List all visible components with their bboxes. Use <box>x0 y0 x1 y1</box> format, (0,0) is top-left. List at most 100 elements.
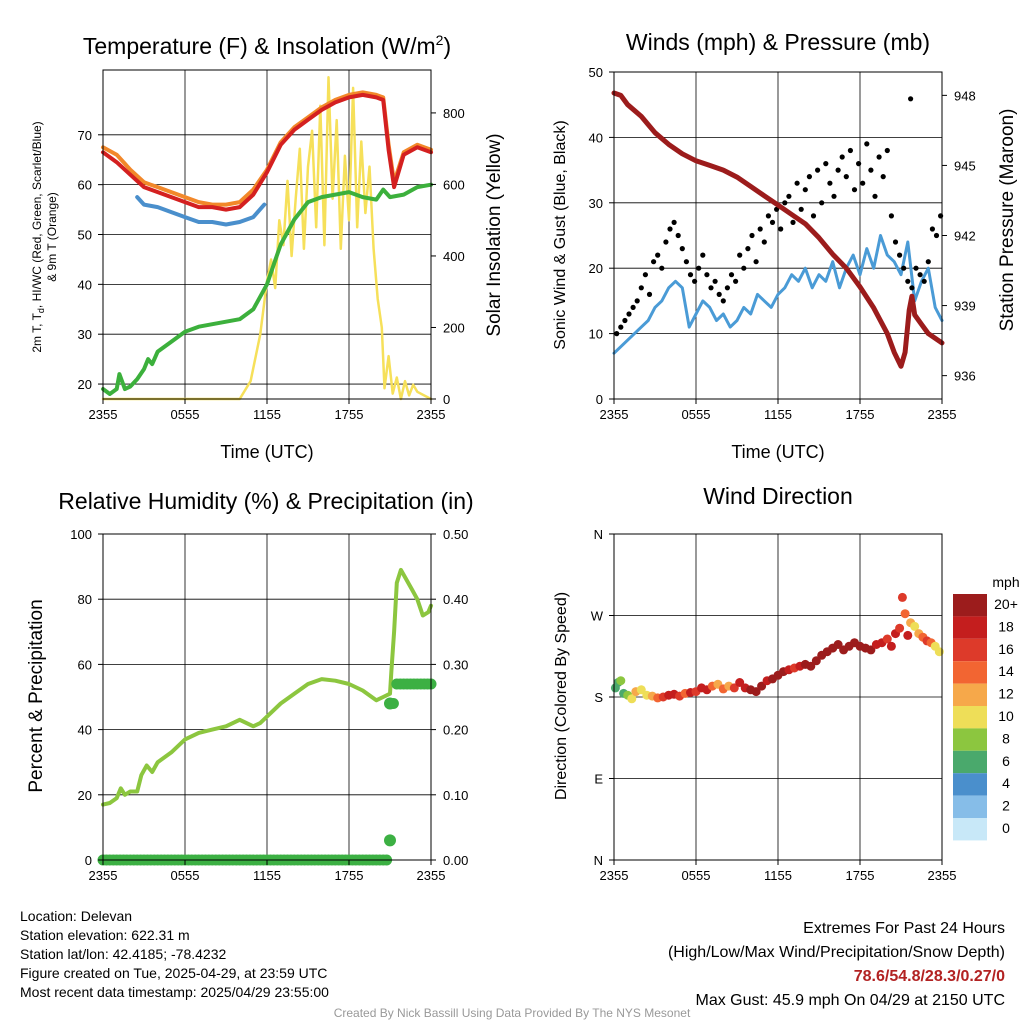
direction-point <box>806 661 816 671</box>
direction-point <box>910 621 920 631</box>
gust-point <box>618 324 624 330</box>
gust-point <box>913 265 919 271</box>
latlon-text: Station lat/lon: 42.4185; -78.4232 <box>20 946 227 962</box>
legend-label: 10 <box>998 708 1014 724</box>
gust-point <box>638 285 644 291</box>
y-tick-label: 60 <box>78 178 92 193</box>
recent-data-text: Most recent data timestamp: 2025/04/29 2… <box>20 984 329 1000</box>
gust-point <box>851 187 858 193</box>
plot-frame <box>613 71 943 400</box>
direction-point <box>866 645 876 655</box>
gust-point <box>761 239 767 245</box>
gust-point <box>806 174 813 180</box>
gust-point <box>925 259 931 265</box>
direction-point <box>627 694 637 704</box>
legend-swatch <box>953 706 987 729</box>
y-axis-label-left: Percent & Precipitation <box>26 599 47 792</box>
y-right-tick-label: 948 <box>954 88 976 103</box>
legend-label: 16 <box>998 641 1014 657</box>
legend-label: 2 <box>1002 798 1010 814</box>
gust-point <box>909 285 915 291</box>
panel-title: Relative Humidity (%) & Precipitation (i… <box>58 488 473 514</box>
gust-point <box>786 193 792 199</box>
x-tick-label: 0555 <box>682 407 711 422</box>
gust-point <box>831 193 837 199</box>
gust-point <box>667 226 673 232</box>
y-right-tick-label: 0.50 <box>443 527 468 542</box>
gust-point <box>782 200 788 206</box>
gust-point <box>728 272 735 278</box>
direction-point <box>833 640 843 649</box>
gust-point <box>868 167 874 173</box>
y-tick-label: 40 <box>589 130 603 145</box>
gust-point <box>880 174 886 180</box>
legend-swatch <box>953 594 987 617</box>
y-tick-label: 20 <box>78 788 92 803</box>
y-right-tick-label: 0 <box>443 392 450 407</box>
gust-point <box>634 298 640 304</box>
y-tick-label: 30 <box>78 327 92 342</box>
gust-point <box>872 193 878 199</box>
direction-points <box>610 592 944 704</box>
dewpoint-line <box>101 182 433 396</box>
y-tick-label: 20 <box>589 261 603 276</box>
y-tick-label: 50 <box>78 228 92 243</box>
solar-insolation-line <box>101 75 433 401</box>
gust-point <box>823 161 829 167</box>
legend-label: 0 <box>1002 820 1010 836</box>
y-tick-label: 30 <box>589 196 603 211</box>
created-text: Figure created on Tue, 2025-04-29, at 23… <box>20 965 328 981</box>
gust-point <box>835 167 841 173</box>
y-right-tick-label: 945 <box>954 158 976 173</box>
precip-point <box>384 697 396 710</box>
gust-point <box>798 206 804 212</box>
extremes-info: Extremes For Past 24 Hours (High/Low/Max… <box>668 917 1005 1013</box>
y-right-tick-label: 0.20 <box>443 723 468 738</box>
gust-point <box>790 219 796 225</box>
y-right-tick-label: 0.30 <box>443 657 468 672</box>
direction-point <box>757 681 767 691</box>
pressure-line <box>611 90 945 369</box>
x-tick-label: 1755 <box>335 868 364 883</box>
legend-label: 4 <box>1002 775 1010 791</box>
y-right-tick-label: 939 <box>954 299 976 314</box>
temperature-line <box>101 92 433 212</box>
gust-point <box>905 278 911 284</box>
x-tick-label: 0555 <box>171 868 200 883</box>
gust-point <box>622 317 628 324</box>
x-tick-label: 2355 <box>89 868 118 883</box>
station-info: Location: Delevan Station elevation: 622… <box>20 907 329 1002</box>
y-axis-label-left: Sonic Wind & Gust (Blue, Black) <box>552 120 569 349</box>
gust-point <box>908 96 914 102</box>
legend-swatch <box>953 818 987 841</box>
y-axis-label-left: 2m T, Td, HI/WC (Red, Green, Scarlet/Blu… <box>30 121 46 352</box>
x-tick-label: 1155 <box>764 868 792 883</box>
x-tick-label: 2355 <box>89 407 118 422</box>
y-tick-label: 20 <box>78 377 92 392</box>
x-tick-label: 2355 <box>928 407 957 422</box>
legend-swatch <box>953 683 987 706</box>
speed-legend: mph 20+ 18 16 14 12 10 8 6 4 2 0 <box>953 574 1020 841</box>
relative-humidity-line <box>101 567 433 807</box>
extremes-values: 78.6/54.8/28.3/0.27/0 <box>853 968 1005 985</box>
gust-point <box>708 285 714 291</box>
gust-point <box>884 147 890 154</box>
heat-index-line <box>135 195 267 227</box>
precip-point <box>384 834 396 847</box>
x-tick-label: 1755 <box>846 407 875 422</box>
axis-ticks: 2355 0555 1155 1755 2355 20 30 40 50 60 70 0 200 400 6… <box>78 69 465 422</box>
legend-swatch <box>953 728 987 751</box>
extremes-subtitle: (High/Low/Max Wind/Precipitation/Snow De… <box>667 944 1005 961</box>
gust-point <box>651 259 657 265</box>
plot-frame <box>102 533 432 861</box>
legend-swatch <box>953 661 987 684</box>
legend-label: 18 <box>998 618 1014 634</box>
y-tick-label: 100 <box>70 527 92 542</box>
y-right-tick-label: 0.10 <box>443 788 468 803</box>
x-tick-label: 2355 <box>928 868 957 883</box>
gust-point <box>815 167 821 173</box>
legend-label: 20+ <box>994 596 1018 612</box>
gust-point <box>683 259 690 265</box>
